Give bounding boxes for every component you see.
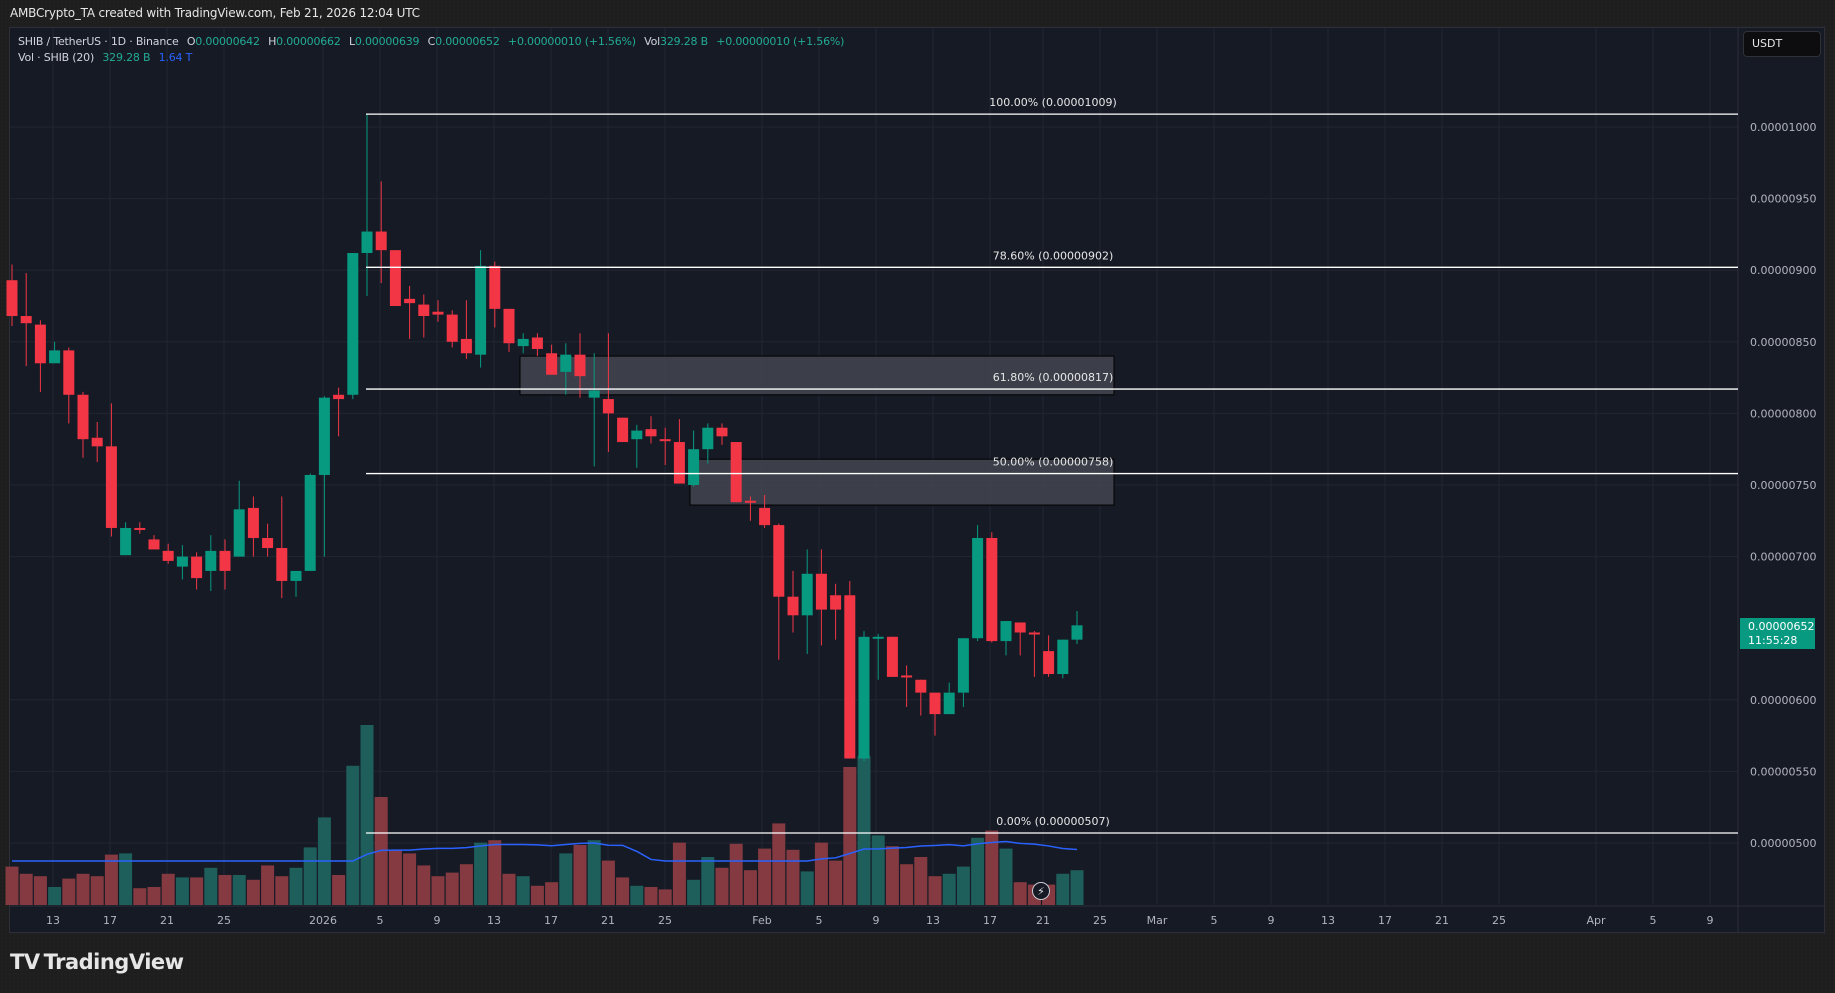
- low-label: L: [348, 35, 355, 48]
- change-value: +0.00000010 (+1.56%): [507, 35, 636, 48]
- y-axis-label: 0.00000800: [1750, 407, 1816, 420]
- x-axis-label: 13: [926, 914, 940, 927]
- close-label: C: [427, 35, 436, 48]
- x-axis-label: 21: [601, 914, 615, 927]
- x-axis-label: 17: [983, 914, 997, 927]
- x-axis-label: 13: [1321, 914, 1335, 927]
- x-axis-label: 25: [1093, 914, 1107, 927]
- x-axis-label: 21: [1036, 914, 1050, 927]
- last-price-tag: 0.00000652 11:55:28: [1740, 618, 1815, 649]
- fib-level-label: 50.00% (0.00000758): [993, 456, 1114, 469]
- fib-level-label: 0.00% (0.00000507): [996, 815, 1110, 828]
- upper-supply-zone: [519, 355, 1115, 396]
- open-label: O: [186, 35, 196, 48]
- brand-name: TradingView: [43, 950, 184, 974]
- chart-credit: AMBCrypto_TA created with TradingView.co…: [10, 6, 420, 20]
- volume-indicator-row: Vol · SHIB (20) 329.28 B 1.64 T: [18, 50, 849, 66]
- x-axis-label: 25: [658, 914, 672, 927]
- chart-legend: SHIB / TetherUS · 1D · Binance O0.000006…: [18, 34, 849, 66]
- volume-bars: [5, 725, 1084, 905]
- low-value: 0.00000639: [354, 35, 420, 48]
- open-value: 0.00000642: [195, 35, 260, 48]
- x-axis-label: 17: [103, 914, 117, 927]
- x-axis-label: 9: [873, 914, 880, 927]
- vol-value: 329.28 B: [660, 35, 708, 48]
- volume-indicator-label[interactable]: Vol · SHIB (20): [18, 51, 95, 64]
- last-price: 0.00000652: [1748, 620, 1815, 633]
- currency-button[interactable]: USDT: [1743, 31, 1821, 57]
- x-axis-label: 9: [1707, 914, 1714, 927]
- tradingview-logo: TV TradingView: [10, 950, 184, 974]
- x-axis-label: 13: [487, 914, 501, 927]
- volume-indicator-value: 329.28 B: [102, 51, 151, 64]
- vol-change-value: +0.00000010 (+1.56%): [716, 35, 845, 48]
- tradingview-mark-icon: TV: [10, 950, 40, 974]
- candles: [6, 114, 1083, 762]
- bar-countdown: 11:55:28: [1748, 634, 1798, 647]
- x-axis-label: 5: [377, 914, 384, 927]
- fibonacci-levels: 100.00% (0.00001009) 78.60% (0.00000902) 6…: [366, 96, 1738, 834]
- x-axis-label: 5: [1650, 914, 1657, 927]
- volume-ma-value: 1.64 T: [158, 51, 193, 64]
- x-axis-label: 5: [1211, 914, 1218, 927]
- x-axis-label: Apr: [1586, 914, 1606, 927]
- lower-supply-zone: [689, 458, 1115, 506]
- volume-ma-line: [12, 840, 1078, 862]
- x-axis-label: Feb: [752, 914, 771, 927]
- x-axis-label: 21: [160, 914, 174, 927]
- y-axis-label: 0.00000750: [1750, 479, 1816, 492]
- x-axis-label: 2026: [309, 914, 337, 927]
- x-axis-label: 25: [217, 914, 231, 927]
- ohlc-row: SHIB / TetherUS · 1D · Binance O0.000006…: [18, 34, 849, 50]
- x-axis-label: 17: [1378, 914, 1392, 927]
- grid: [10, 28, 1738, 905]
- x-axis-label: 5: [816, 914, 823, 927]
- y-axis-label: 0.00000500: [1750, 837, 1816, 850]
- x-axis-label: 21: [1435, 914, 1449, 927]
- x-axis-label: 9: [434, 914, 441, 927]
- x-axis-label: 25: [1492, 914, 1506, 927]
- y-axis-label: 0.00000600: [1750, 694, 1816, 707]
- high-value: 0.00000662: [276, 35, 341, 48]
- lightning-icon[interactable]: ⚡: [1032, 882, 1050, 900]
- y-axis-label: 0.00000700: [1750, 551, 1816, 564]
- close-value: 0.00000652: [435, 35, 500, 48]
- y-axis-label: 0.00000850: [1750, 336, 1816, 349]
- symbol-label[interactable]: SHIB / TetherUS · 1D · Binance: [18, 35, 179, 48]
- x-axis-label: Mar: [1147, 914, 1168, 927]
- high-label: H: [268, 35, 277, 48]
- y-axis-label: 0.00000900: [1750, 264, 1816, 277]
- fib-level-label: 100.00% (0.00001009): [989, 96, 1117, 109]
- vol-label: Vol: [644, 35, 661, 48]
- y-axis-label: 0.00000950: [1750, 193, 1816, 206]
- x-axis-label: 17: [544, 914, 558, 927]
- y-axis-label: 0.00001000: [1750, 121, 1816, 134]
- y-axis-label: 0.00000550: [1750, 765, 1816, 778]
- x-axis-label: 13: [46, 914, 60, 927]
- fib-level-label: 61.80% (0.00000817): [993, 371, 1114, 384]
- x-axis-label: 9: [1268, 914, 1275, 927]
- fib-level-label: 78.60% (0.00000902): [993, 249, 1114, 262]
